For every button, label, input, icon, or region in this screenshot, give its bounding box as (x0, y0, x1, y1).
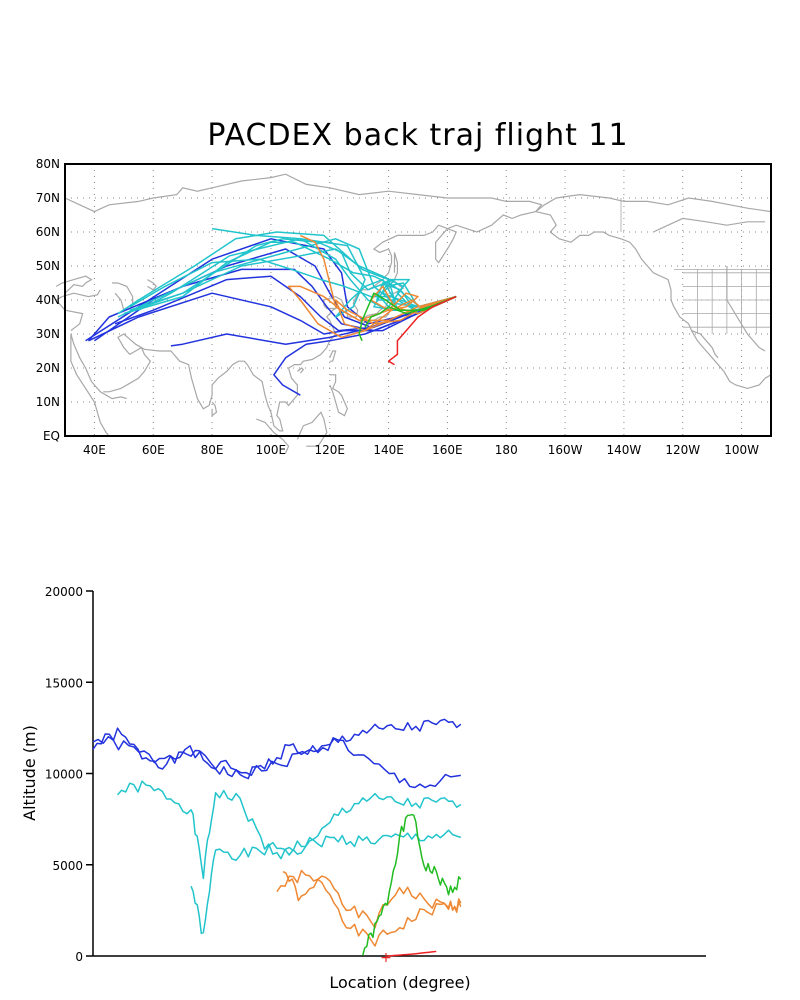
coastline (112, 282, 134, 311)
trajectory-line (87, 268, 457, 342)
coastline (329, 350, 337, 362)
lat-label: 40N (36, 293, 60, 307)
coastline (393, 252, 399, 280)
y-axis-label: Altitude (m) (20, 725, 39, 821)
altitude-chart: 20000 15000 10000 5000 0 + Location (degree)… (20, 585, 706, 992)
coastline (296, 411, 328, 447)
lon-label: 100W (724, 443, 759, 457)
altitude-series (92, 718, 462, 957)
coastline (726, 266, 766, 352)
coastline (211, 401, 218, 417)
lat-label: 50N (36, 259, 60, 273)
coastline (691, 330, 719, 359)
lon-label: 80E (201, 443, 224, 457)
coastline (297, 367, 305, 374)
y-tick-label: 15000 (45, 676, 83, 690)
altitude-line (190, 829, 462, 935)
trajectory-line (114, 275, 457, 332)
coastline (64, 173, 543, 432)
trajectory-line (129, 258, 457, 311)
lat-label: 60N (36, 225, 60, 239)
coastline (535, 193, 772, 213)
altitude-line (282, 870, 462, 929)
trajectory-line (88, 292, 457, 342)
lat-label: 10N (36, 395, 60, 409)
coastline (653, 217, 766, 233)
y-tick-label: 0 (75, 950, 83, 964)
trajectory-line (300, 234, 457, 322)
map-frame (64, 163, 772, 437)
lon-label: 120E (315, 443, 346, 457)
trajectory-line (123, 248, 457, 315)
lon-label: 120W (665, 443, 700, 457)
trajectory-paths (85, 227, 457, 396)
lon-label: 100E (256, 443, 287, 457)
longitude-labels: 40E 60E 80E 100E 120E 140E 160E 180 160W 140W 120W… (83, 443, 759, 457)
trajectory-line (93, 248, 457, 342)
lat-label: 20N (36, 361, 60, 375)
lat-label: 30N (36, 327, 60, 341)
lon-label: 160E (432, 443, 463, 457)
map-title: PACDEX back traj flight 11 (207, 118, 629, 153)
y-tick-label: 10000 (45, 768, 83, 782)
altitude-line (387, 950, 437, 957)
altitude-line (92, 718, 462, 780)
trajectory-line (117, 231, 457, 315)
lon-label: 140W (607, 443, 642, 457)
trajectory-line (273, 295, 457, 396)
y-tick-label: 20000 (45, 585, 83, 599)
coastline (329, 374, 349, 417)
lat-label: EQ (43, 429, 60, 443)
lon-label: 40E (83, 443, 106, 457)
lon-label: 60E (142, 443, 165, 457)
origin-marker: + (380, 950, 392, 966)
lat-label: 70N (36, 191, 60, 205)
lon-label: 140E (373, 443, 404, 457)
trajectory-line (334, 295, 457, 332)
latitude-labels: 80N 70N 60N 50N 40N 30N 20N 10N EQ (36, 157, 60, 443)
lon-label: 160W (548, 443, 583, 457)
coastline (55, 275, 93, 294)
coastline (70, 334, 110, 437)
lon-label: 180 (495, 443, 518, 457)
x-axis-label: Location (degree) (329, 973, 470, 992)
y-tick-label: 5000 (52, 859, 83, 873)
altitude-line (116, 780, 462, 880)
coastline (55, 289, 101, 332)
lat-label: 80N (36, 157, 60, 171)
altitude-line (92, 735, 461, 789)
altitude-line (276, 869, 462, 947)
altitude-line (361, 813, 462, 956)
y-ticks: 20000 15000 10000 5000 0 (45, 585, 93, 964)
coastline (147, 279, 157, 291)
trajectory-line (364, 295, 457, 328)
coastline (70, 333, 127, 400)
trajectory-line (387, 295, 457, 366)
coastline (535, 211, 772, 390)
